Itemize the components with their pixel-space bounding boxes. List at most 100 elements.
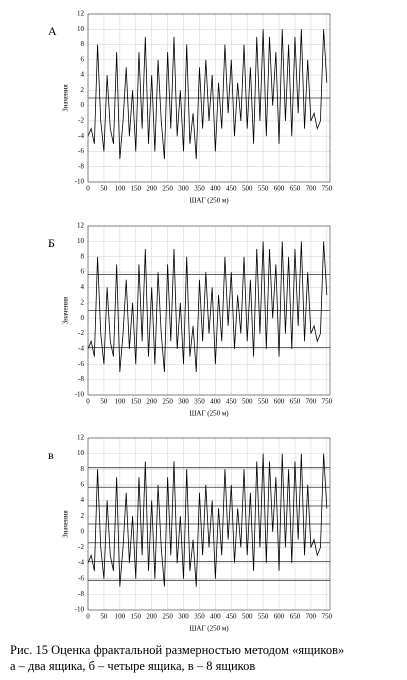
- x-axis-label: ШАГ (250 м): [189, 410, 229, 418]
- y-axis-label: Значения: [62, 296, 70, 324]
- x-axis-label: ШАГ (250 м): [189, 625, 229, 633]
- y-tick-label: 8: [81, 40, 85, 48]
- x-tick-label: 250: [162, 613, 173, 621]
- x-tick-label: 300: [178, 398, 189, 406]
- x-tick-label: 200: [146, 398, 157, 406]
- x-tick-label: 650: [290, 613, 301, 621]
- x-tick-label: 150: [131, 613, 142, 621]
- x-tick-label: 700: [306, 185, 317, 193]
- x-tick-label: 700: [306, 398, 317, 406]
- y-tick-label: -8: [78, 590, 84, 598]
- x-tick-label: 500: [242, 185, 253, 193]
- plot-frame: [87, 437, 331, 611]
- y-tick-label: -8: [78, 162, 84, 170]
- x-tick-label: 550: [258, 185, 269, 193]
- y-tick-label: -4: [78, 345, 84, 353]
- y-tick-label: -6: [78, 360, 84, 368]
- plot-frame: [87, 225, 331, 396]
- x-tick-label: 400: [210, 185, 221, 193]
- x-tick-label: 400: [210, 613, 221, 621]
- caption-line: а – два ящика, б – четыре ящика, в – 8 я…: [10, 659, 255, 673]
- x-tick-label: 450: [226, 398, 237, 406]
- y-axis-label: Значения: [62, 510, 70, 538]
- y-tick-label: -2: [78, 117, 84, 125]
- x-tick-label: 750: [322, 185, 333, 193]
- plot-frame: [87, 13, 331, 183]
- x-tick-label: 50: [100, 185, 108, 193]
- y-tick-label: 6: [81, 481, 85, 489]
- y-tick-label: 12: [77, 10, 85, 18]
- x-tick-label: 650: [290, 398, 301, 406]
- y-tick-label: -10: [75, 606, 85, 614]
- x-tick-label: 450: [226, 613, 237, 621]
- y-tick-label: 4: [81, 71, 85, 79]
- y-tick-label: -6: [78, 147, 84, 155]
- x-tick-label: 50: [100, 613, 108, 621]
- x-tick-label: 150: [131, 185, 142, 193]
- x-tick-label: 350: [194, 398, 205, 406]
- x-tick-label: 350: [194, 185, 205, 193]
- x-tick-label: 750: [322, 613, 333, 621]
- x-tick-label: 500: [242, 398, 253, 406]
- panel-label: А: [48, 24, 57, 38]
- y-tick-label: 2: [81, 86, 85, 94]
- y-tick-label: -10: [75, 178, 85, 186]
- y-tick-label: 6: [81, 268, 85, 276]
- panel-label: Б: [48, 236, 55, 250]
- x-axis-label: ШАГ (250 м): [189, 197, 229, 205]
- x-tick-label: 550: [258, 398, 269, 406]
- x-tick-label: 0: [86, 185, 90, 193]
- data-line: [87, 453, 328, 587]
- x-tick-label: 450: [226, 185, 237, 193]
- x-tick-label: 300: [178, 185, 189, 193]
- x-tick-label: 550: [258, 613, 269, 621]
- y-tick-label: 10: [77, 237, 85, 245]
- y-tick-label: 0: [81, 314, 85, 322]
- y-tick-label: 12: [77, 434, 85, 442]
- x-tick-label: 700: [306, 613, 317, 621]
- y-tick-label: 2: [81, 298, 85, 306]
- y-tick-label: 0: [81, 527, 85, 535]
- x-tick-label: 100: [115, 613, 126, 621]
- x-tick-label: 600: [274, 398, 285, 406]
- x-tick-label: 200: [146, 613, 157, 621]
- y-tick-label: 0: [81, 101, 85, 109]
- x-tick-label: 300: [178, 613, 189, 621]
- x-tick-label: 750: [322, 398, 333, 406]
- y-tick-label: -2: [78, 329, 84, 337]
- y-tick-label: -4: [78, 132, 84, 140]
- y-tick-label: 4: [81, 496, 85, 504]
- caption-line: Рис. 15 Оценка фрактальной размерностью …: [10, 643, 344, 657]
- x-tick-label: 500: [242, 613, 253, 621]
- x-tick-label: 150: [131, 398, 142, 406]
- x-tick-label: 100: [115, 185, 126, 193]
- x-tick-label: 0: [86, 613, 90, 621]
- x-tick-label: 250: [162, 185, 173, 193]
- x-tick-label: 0: [86, 398, 90, 406]
- y-tick-label: 4: [81, 283, 85, 291]
- y-tick-label: 8: [81, 252, 85, 260]
- x-tick-label: 50: [100, 398, 108, 406]
- y-tick-label: -10: [75, 391, 85, 399]
- y-tick-label: 2: [81, 512, 85, 520]
- y-tick-label: 12: [77, 222, 85, 230]
- y-tick-label: -4: [78, 559, 84, 567]
- y-axis-label: Значения: [62, 84, 70, 112]
- x-tick-label: 350: [194, 613, 205, 621]
- x-tick-label: 100: [115, 398, 126, 406]
- data-line: [87, 241, 328, 372]
- x-tick-label: 600: [274, 613, 285, 621]
- y-tick-label: 6: [81, 55, 85, 63]
- y-tick-label: 10: [77, 449, 85, 457]
- panel-label: в: [48, 448, 54, 462]
- x-tick-label: 650: [290, 185, 301, 193]
- y-tick-label: -6: [78, 574, 84, 582]
- x-tick-label: 250: [162, 398, 173, 406]
- y-tick-label: 8: [81, 465, 85, 473]
- y-tick-label: 10: [77, 25, 85, 33]
- x-tick-label: 200: [146, 185, 157, 193]
- x-tick-label: 600: [274, 185, 285, 193]
- y-tick-label: -2: [78, 543, 84, 551]
- x-tick-label: 400: [210, 398, 221, 406]
